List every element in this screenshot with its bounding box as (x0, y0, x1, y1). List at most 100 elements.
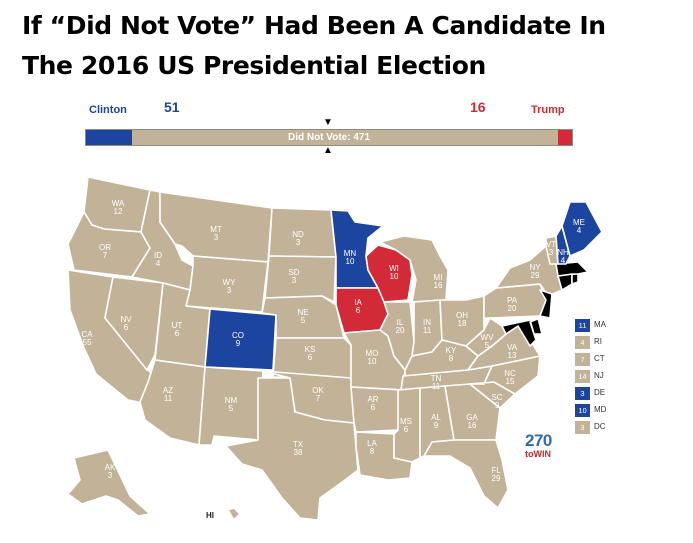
state-ev-nd: 3 (296, 238, 301, 247)
legend-nj-box: 14 (575, 370, 590, 383)
legend-md-box: 10 (575, 404, 590, 417)
state-ev-ok: 7 (316, 394, 321, 403)
chart-title: If “Did Not Vote” Had Been A Candidate I… (22, 6, 682, 86)
state-label-ky: KY 8 (446, 346, 457, 363)
state-label-tn: TN 11 (431, 374, 442, 391)
state-code-nd: ND (292, 230, 304, 239)
state-code-sd: SD (288, 268, 299, 277)
state-label-al: AL 9 (431, 413, 441, 430)
state-code-ks: KS (305, 345, 316, 354)
state-ev-ak: 3 (108, 471, 113, 480)
clinton-bar-segment (86, 130, 133, 145)
state-code-la: LA (367, 439, 377, 448)
state-label-wi: WI 10 (389, 264, 399, 281)
trump-label: Trump (531, 104, 565, 116)
state-code-ky: KY (446, 346, 457, 355)
state-code-tx: TX (293, 440, 304, 449)
state-label-ga: GA 16 (466, 413, 478, 430)
state-ev-nm: 5 (229, 404, 234, 413)
state-wi[interactable] (365, 244, 413, 303)
state-ev-nc: 15 (506, 377, 515, 386)
state-ev-ne: 5 (301, 316, 306, 325)
state-code-mi: MI (434, 273, 443, 282)
state-code-co: CO (232, 331, 244, 340)
state-ev-ky: 8 (449, 354, 454, 363)
legend-ma-label: MA (594, 320, 606, 329)
state-ev-oh: 18 (458, 319, 467, 328)
title-line-2: The 2016 US Presidential Election (22, 51, 486, 80)
state-code-il: IL (397, 318, 404, 327)
state-label-az: AZ 11 (163, 386, 173, 403)
state-ak[interactable] (67, 449, 151, 517)
state-label-nm: NM 5 (225, 396, 238, 413)
state-nj[interactable] (539, 289, 553, 319)
state-ev-la: 8 (370, 447, 375, 456)
state-code-me: ME (573, 218, 585, 227)
state-label-ca: CA 55 (81, 330, 93, 347)
state-label-il: IL 20 (396, 318, 405, 335)
state-ev-ks: 6 (308, 353, 313, 362)
state-sd[interactable] (264, 255, 337, 303)
state-code-nc: NC (504, 369, 516, 378)
trump-total: 16 (470, 99, 486, 115)
state-ev-id: 4 (156, 259, 161, 268)
legend-de-box: 3 (575, 387, 590, 400)
state-code-ar: AR (367, 395, 378, 404)
state-hi[interactable] (227, 507, 241, 521)
state-tx[interactable] (225, 377, 359, 521)
state-label-tx: TX 38 (293, 440, 304, 457)
state-code-nv: NV (120, 315, 132, 324)
state-label-ks: KS 6 (305, 345, 316, 362)
state-md[interactable] (501, 317, 541, 347)
state-code-ga: GA (466, 413, 478, 422)
clinton-total: 51 (164, 99, 180, 115)
state-code-vt: VT (546, 240, 556, 249)
state-label-nd: ND 3 (292, 230, 304, 247)
state-code-mo: MO (366, 349, 379, 358)
state-code-sc: SC (491, 393, 502, 402)
legend-dc-label: DC (594, 422, 606, 431)
state-fl[interactable] (423, 439, 509, 509)
state-code-hi: HI (206, 511, 214, 520)
state-label-ar: AR 6 (367, 395, 378, 412)
legend-ct-box: 7 (575, 353, 590, 366)
state-label-nh: NH 4 (557, 248, 569, 265)
state-vt[interactable] (545, 235, 559, 265)
270towin-logo: 270 toWIN (525, 432, 561, 459)
state-label-wy: WY 3 (223, 278, 237, 295)
state-ev-wi: 10 (390, 272, 399, 281)
state-label-ut: UT 6 (172, 321, 183, 338)
state-label-pa: PA 20 (507, 296, 518, 313)
state-ri[interactable] (571, 273, 579, 285)
state-code-ca: CA (81, 330, 93, 339)
state-code-pa: PA (507, 296, 518, 305)
state-code-in: IN (423, 318, 431, 327)
state-label-vt: VT 3 (546, 240, 556, 257)
legend-ct-label: CT (594, 354, 605, 363)
state-label-ms: MS 6 (400, 417, 412, 434)
state-label-wa: WA 12 (112, 199, 125, 216)
state-ma[interactable] (555, 261, 589, 277)
state-ev-ut: 6 (175, 329, 180, 338)
state-ev-sc: 9 (495, 401, 500, 410)
state-ev-in: 11 (423, 326, 432, 335)
state-ev-az: 11 (164, 394, 173, 403)
state-ev-mn: 10 (346, 257, 355, 266)
state-label-ak: AK 3 (105, 463, 116, 480)
state-ev-wv: 5 (485, 341, 490, 350)
state-label-id: ID 4 (154, 251, 162, 268)
majority-marker-top: ▼ (323, 117, 333, 128)
state-code-mn: MN (344, 249, 357, 258)
state-code-ut: UT (172, 321, 183, 330)
state-code-wi: WI (389, 264, 399, 273)
title-line-1: If “Did Not Vote” Had Been A Candidate I… (22, 11, 606, 40)
state-nh[interactable] (555, 225, 571, 265)
state-ev-wy: 3 (227, 286, 232, 295)
state-code-az: AZ (163, 386, 173, 395)
state-il[interactable] (379, 301, 415, 373)
state-label-mn: MN 10 (344, 249, 357, 266)
state-me[interactable] (561, 201, 603, 257)
state-code-tn: TN (431, 374, 442, 383)
state-ar[interactable] (350, 386, 404, 433)
